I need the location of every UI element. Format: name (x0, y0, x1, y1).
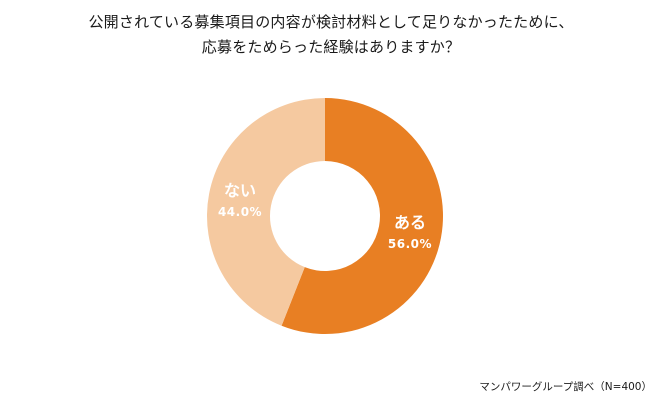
donut-slice-0 (281, 98, 444, 334)
donut-slice-1 (206, 98, 325, 326)
chart-title-line-2: 応募をためらった経験はありますか？ (201, 38, 461, 56)
slice-label-0: ある (394, 213, 426, 232)
chart-title-line-1: 公開されている募集項目の内容が検討材料として足りなかったために、 (88, 13, 574, 31)
chart-title: 公開されている募集項目の内容が検討材料として足りなかったために、 応募をためらっ… (0, 10, 662, 60)
donut-slices (206, 98, 444, 334)
slice-value-0: 56.0% (388, 237, 432, 251)
slice-value-1: 44.0% (218, 205, 262, 219)
slice-labels: ある 56.0% ない 44.0% (218, 181, 432, 251)
source-footnote: マンパワーグループ調べ（N=400） (479, 381, 652, 393)
slice-label-1: ない (224, 181, 256, 200)
